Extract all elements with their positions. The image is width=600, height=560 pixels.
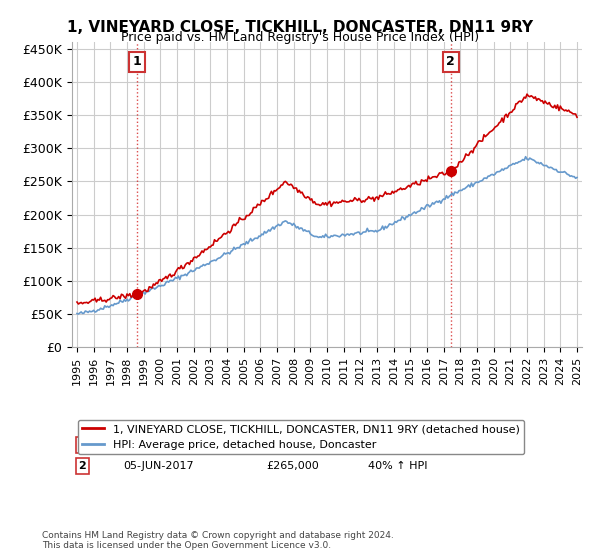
Legend: 1, VINEYARD CLOSE, TICKHILL, DONCASTER, DN11 9RY (detached house), HPI: Average : 1, VINEYARD CLOSE, TICKHILL, DONCASTER, … <box>77 420 524 454</box>
Text: 1, VINEYARD CLOSE, TICKHILL, DONCASTER, DN11 9RY: 1, VINEYARD CLOSE, TICKHILL, DONCASTER, … <box>67 20 533 35</box>
Text: 05-JUN-2017: 05-JUN-2017 <box>123 461 194 471</box>
Text: 1: 1 <box>79 440 86 450</box>
Text: 1: 1 <box>133 55 142 68</box>
Text: Contains HM Land Registry data © Crown copyright and database right 2024.
This d: Contains HM Land Registry data © Crown c… <box>42 530 394 550</box>
Text: £80,000: £80,000 <box>266 440 311 450</box>
Text: 11-AUG-1998: 11-AUG-1998 <box>123 440 197 450</box>
Text: 24% ↑ HPI: 24% ↑ HPI <box>368 440 427 450</box>
Text: Price paid vs. HM Land Registry's House Price Index (HPI): Price paid vs. HM Land Registry's House … <box>121 31 479 44</box>
Text: 2: 2 <box>79 461 86 471</box>
Text: 2: 2 <box>446 55 455 68</box>
Text: 40% ↑ HPI: 40% ↑ HPI <box>368 461 427 471</box>
Text: £265,000: £265,000 <box>266 461 319 471</box>
